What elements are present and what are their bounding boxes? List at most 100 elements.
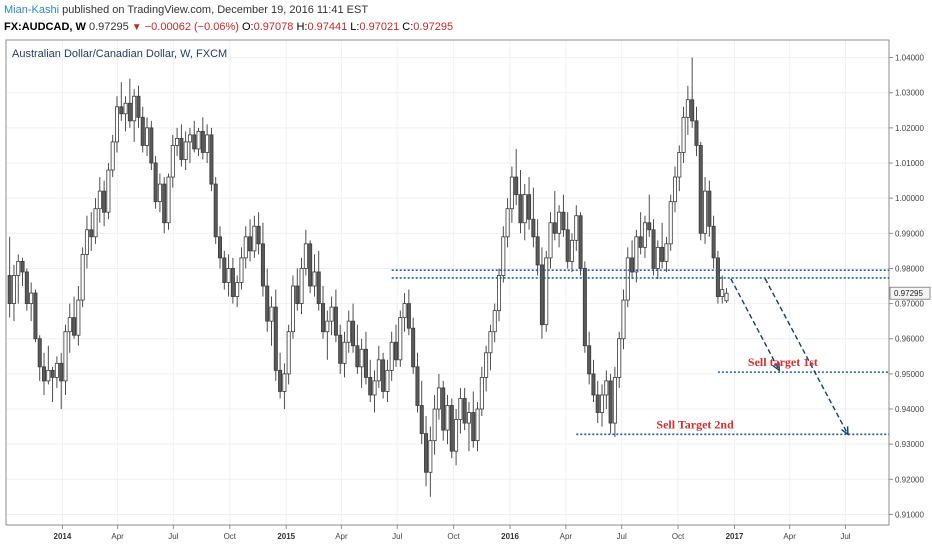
candle <box>175 127 180 156</box>
candle <box>638 212 643 255</box>
candle-body <box>668 201 673 245</box>
candle-body <box>80 253 85 301</box>
candle-body <box>140 116 145 146</box>
candle <box>462 387 467 431</box>
candle <box>617 331 622 388</box>
candle <box>59 352 64 410</box>
projection-arrow <box>730 278 780 372</box>
candle <box>230 257 235 304</box>
candle-body <box>16 261 21 276</box>
candle <box>63 324 68 395</box>
candle <box>363 331 368 385</box>
candle-body <box>97 190 102 210</box>
candle <box>286 324 291 385</box>
candle-body <box>604 380 609 396</box>
candle-body <box>114 106 119 143</box>
candle <box>424 416 429 487</box>
candle <box>655 240 660 279</box>
x-tick-label: Oct <box>224 532 237 541</box>
candle <box>248 219 253 262</box>
low-value: 0.97021 <box>359 21 400 33</box>
candle-body <box>338 334 343 364</box>
candle-body <box>269 306 274 322</box>
candle-body <box>432 408 437 442</box>
candle <box>299 257 304 315</box>
chart-title: Australian Dollar/Canadian Dollar, W, FX… <box>12 48 227 60</box>
candle <box>209 127 214 192</box>
candle-body <box>505 208 510 238</box>
candle <box>295 268 300 311</box>
candle <box>196 127 201 156</box>
candle-body <box>381 359 386 392</box>
candle-body <box>441 387 446 431</box>
candle-body <box>436 387 441 410</box>
candle-body <box>475 408 480 442</box>
y-tick-label: 0.97000 <box>895 300 924 309</box>
candle-body <box>402 303 407 319</box>
candle-body <box>175 138 180 146</box>
candle-body <box>333 306 338 336</box>
candle-body <box>458 398 463 420</box>
candle-body <box>428 440 433 473</box>
candle-body <box>248 236 253 252</box>
last-price-label: 0.97295 <box>894 289 923 298</box>
chart-header: Mian-Kashi published on TradingView.com,… <box>4 2 924 36</box>
grid-lines <box>6 40 889 525</box>
candle <box>192 120 197 153</box>
candle-body <box>325 320 330 333</box>
candle <box>123 96 128 132</box>
high-value: 0.97441 <box>307 21 348 33</box>
y-tick-label: 0.99000 <box>895 229 924 238</box>
candle <box>372 370 377 413</box>
candle-body <box>46 369 51 382</box>
candle-body <box>278 369 283 392</box>
candle <box>321 286 326 339</box>
candle <box>67 303 72 353</box>
candle-body <box>608 380 613 424</box>
candle-body <box>454 419 459 452</box>
candle-body <box>359 348 364 368</box>
candle-body <box>316 271 321 304</box>
candle-body <box>655 246 660 269</box>
candle-body <box>162 183 167 224</box>
candle <box>411 317 416 374</box>
candle-body <box>372 380 377 396</box>
candle <box>110 134 115 178</box>
candle-body <box>200 130 205 153</box>
candle-body <box>282 373 287 392</box>
x-tick-label: Apr <box>335 532 348 541</box>
candle-body <box>484 352 489 378</box>
candle-body <box>157 183 162 203</box>
candle-body <box>84 229 89 255</box>
candle <box>132 89 137 142</box>
candle <box>93 198 98 244</box>
candle-body <box>295 285 300 304</box>
candle <box>333 289 338 343</box>
author-link[interactable]: Mian-Kashi <box>4 4 60 16</box>
x-tick-label: Apr <box>560 532 573 541</box>
candle-body <box>119 106 124 115</box>
arrow-head-icon <box>841 426 849 436</box>
candle <box>316 250 321 311</box>
candle <box>170 134 175 188</box>
candle <box>677 145 682 192</box>
candle-body <box>222 257 227 283</box>
candle <box>458 387 463 434</box>
candle <box>565 212 570 269</box>
candle-body <box>411 327 416 368</box>
candle <box>535 219 540 276</box>
candle <box>183 131 188 171</box>
candle <box>89 212 94 251</box>
candle <box>630 240 635 279</box>
candle <box>393 324 398 367</box>
candle-body <box>363 348 368 378</box>
candle <box>720 275 725 304</box>
candle <box>37 335 42 381</box>
candle <box>359 338 364 388</box>
x-tick-label: 2017 <box>726 532 744 541</box>
candle-body <box>681 116 686 153</box>
candle <box>80 247 85 308</box>
quote-line: FX:AUDCAD, W 0.97295 ▼ −0.00062 (−0.06%)… <box>4 19 924 36</box>
candle-body <box>617 338 622 378</box>
